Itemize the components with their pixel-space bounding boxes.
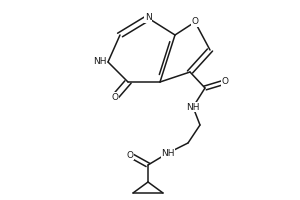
Text: NH: NH bbox=[186, 102, 200, 112]
Text: NH: NH bbox=[93, 58, 106, 66]
Text: NH: NH bbox=[161, 148, 175, 158]
Text: O: O bbox=[191, 18, 199, 26]
Text: O: O bbox=[112, 92, 118, 102]
Text: O: O bbox=[221, 77, 229, 86]
Text: O: O bbox=[127, 151, 134, 160]
Text: N: N bbox=[145, 14, 152, 22]
